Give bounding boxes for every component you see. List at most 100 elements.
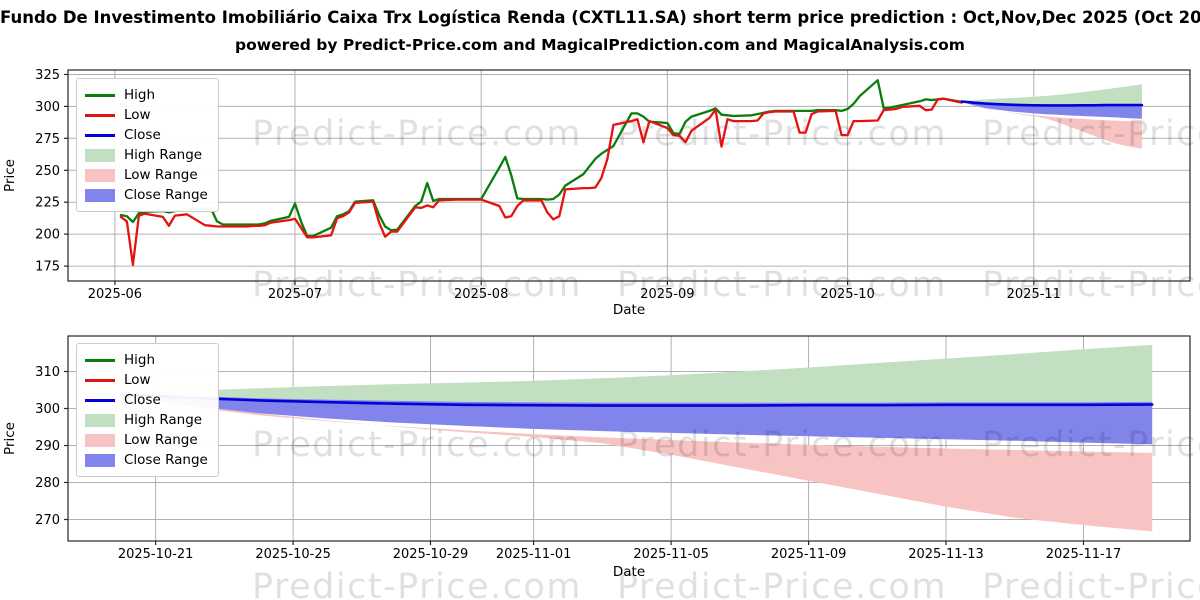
x-axis-label: Date [613, 302, 645, 318]
x-tick-label: 2025-10-25 [255, 547, 331, 562]
x-tick-label: 2025-11-09 [771, 547, 847, 562]
legend-line-swatch [85, 133, 115, 137]
legend-item-high: High [85, 85, 208, 105]
legend-item-close: Close [85, 390, 208, 410]
legend-item-high-range: High Range [85, 410, 208, 430]
legend-item-low: Low [85, 105, 208, 125]
axis-ticks-and-labels: 2025-06 2025-07 2025-08 2025-09 2025-10 2025-… [2, 68, 1061, 318]
series-lines [120, 393, 1154, 407]
legend-label: Low Range [124, 432, 198, 448]
legend-label: Close [124, 127, 161, 143]
watermark-text: Predict-Price.com [617, 265, 947, 305]
legend-line-swatch [85, 358, 115, 362]
legend-patch-swatch [85, 168, 115, 182]
legend-patch-swatch [85, 433, 115, 447]
legend-label: High [124, 87, 156, 103]
legend-label: Close Range [124, 187, 208, 203]
watermark-text: Predict-Price.com [252, 567, 582, 600]
watermark-text: Predict-Price.com [252, 265, 582, 305]
y-tick-label: 290 [35, 439, 60, 454]
watermark-text: Predict-Price.com [982, 567, 1200, 600]
watermark-text: Predict-Price.com [617, 114, 947, 154]
legend-label: Low [124, 372, 151, 388]
y-tick-label: 300 [35, 402, 60, 417]
legend-item-low-range: Low Range [85, 165, 208, 185]
x-tick-label: 2025-07 [268, 287, 322, 302]
y-tick-label: 200 [35, 228, 60, 243]
page-subtitle: powered by Predict-Price.com and Magical… [235, 36, 965, 54]
axis-ticks-and-labels: 2025-10-21 2025-10-25 2025-10-29 2025-11-01… [2, 365, 1121, 580]
y-tick-label: 175 [35, 260, 60, 275]
watermark-text: Predict-Price.com [982, 114, 1200, 154]
legend-line-swatch [85, 93, 115, 97]
x-tick-label: 2025-06 [88, 287, 142, 302]
band-low-range [961, 101, 1142, 149]
plot-border [67, 335, 1191, 542]
x-tick-label: 2025-11-05 [633, 547, 709, 562]
page-title: Fundo De Investimento Imobiliário Caixa … [0, 8, 1200, 27]
legend-label: High Range [124, 147, 203, 163]
series-close [960, 100, 1144, 107]
legend-label: Close [124, 392, 161, 408]
legend-patch-swatch [85, 188, 115, 202]
series-low [119, 97, 963, 266]
legend-patch-swatch [85, 453, 115, 467]
plot-border [67, 69, 1191, 282]
legend-line-swatch [85, 113, 115, 117]
legend-patch-swatch [85, 148, 115, 162]
x-tick-label: 2025-08 [454, 287, 508, 302]
y-tick-label: 270 [35, 513, 60, 528]
y-tick-label: 225 [35, 196, 60, 211]
y-tick-label: 310 [35, 365, 60, 380]
watermark-text: Predict-Price.com [617, 567, 947, 600]
legend-item-high: High [85, 350, 208, 370]
legend: High Low Close High Range Low Range Close Ran… [76, 78, 219, 212]
watermark-text: Predict-Price.com [982, 265, 1200, 305]
band-low-range [121, 395, 1153, 532]
legend-item-close-range: Close Range [85, 185, 208, 205]
x-tick-label: 2025-10-29 [393, 547, 469, 562]
x-tick-label: 2025-11 [1007, 287, 1061, 302]
watermark: Predict-Price.com Predict-Price.com Predic… [252, 114, 1200, 305]
x-tick-label: 2025-11-17 [1046, 547, 1122, 562]
series-lines [119, 79, 1144, 266]
band-high-range [961, 84, 1142, 105]
watermark-text: Predict-Price.com [252, 114, 582, 154]
legend-item-close-range: Close Range [85, 450, 208, 470]
x-tick-label: 2025-11-13 [908, 547, 984, 562]
legend-label: Low [124, 107, 151, 123]
x-tick-label: 2025-09 [640, 287, 694, 302]
legend-item-low-range: Low Range [85, 430, 208, 450]
y-tick-label: 250 [35, 164, 60, 179]
legend-item-high-range: High Range [85, 145, 208, 165]
legend-label: High Range [124, 412, 203, 428]
x-axis-label: Date [613, 564, 645, 580]
x-tick-label: 2025-10 [820, 287, 874, 302]
y-tick-label: 280 [35, 476, 60, 491]
y-axis-label: Price [2, 159, 18, 192]
legend-line-swatch [85, 398, 115, 402]
legend-patch-swatch [85, 413, 115, 427]
legend-item-low: Low [85, 370, 208, 390]
watermark-text: Predict-Price.com [982, 425, 1200, 465]
series-close [120, 393, 1154, 407]
legend-line-swatch [85, 378, 115, 382]
watermark: Predict-Price.com Predict-Price.com Predic… [252, 425, 1200, 600]
watermark-text: Predict-Price.com [252, 425, 582, 465]
legend-label: High [124, 352, 156, 368]
y-tick-label: 325 [35, 68, 60, 83]
y-axis-label: Price [2, 422, 18, 455]
y-tick-label: 300 [35, 100, 60, 115]
legend-item-close: Close [85, 125, 208, 145]
legend-label: Low Range [124, 167, 198, 183]
y-tick-label: 275 [35, 132, 60, 147]
price-history-chart: Predict-Price.com Predict-Price.com Predic… [2, 68, 1200, 318]
series-high [119, 79, 963, 238]
watermark-text: Predict-Price.com [617, 425, 947, 465]
x-tick-label: 2025-10-21 [118, 547, 194, 562]
legend-label: Close Range [124, 452, 208, 468]
x-tick-label: 2025-11-01 [496, 547, 572, 562]
legend: High Low Close High Range Low Range Close Ran… [76, 343, 219, 477]
band-high-range [121, 344, 1153, 403]
